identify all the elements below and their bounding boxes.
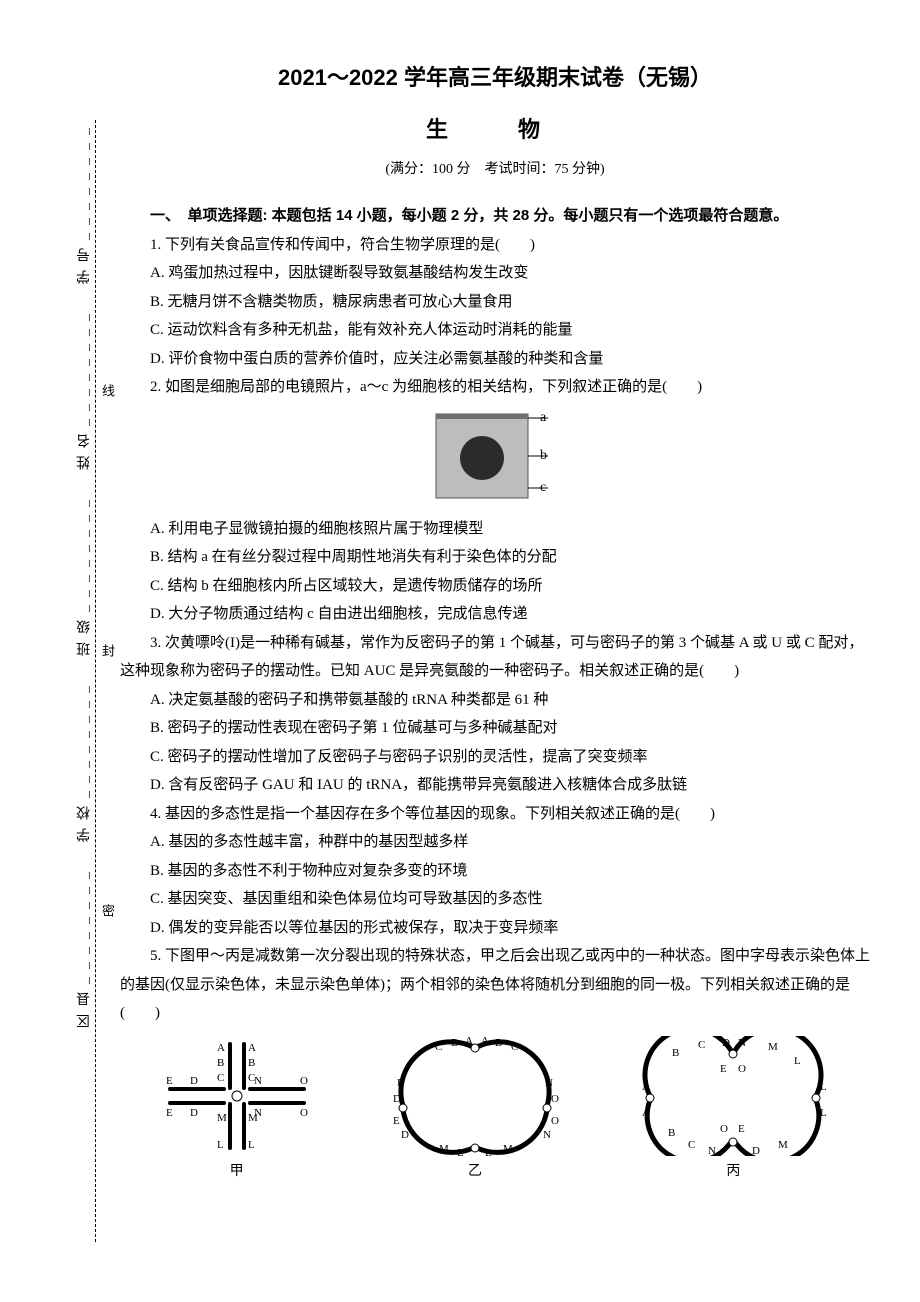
svg-text:O: O	[551, 1115, 559, 1127]
svg-text:A: A	[217, 1042, 225, 1054]
exam-meta: (满分：100 分 考试时间：75 分钟)	[120, 158, 870, 178]
q5-caption-3: 丙	[726, 1160, 740, 1180]
section-1-title: 一、 单项选择题: 本题包括 14 小题，每小题 2 分，共 28 分。每小题只…	[120, 202, 870, 231]
q4-a: A. 基因的多态性越丰富，种群中的基因型越多样	[120, 828, 870, 857]
q5-stem: 5. 下图甲～丙是减数第一次分裂出现的特殊状态，甲之后会出现乙或丙中的一种状态。…	[120, 942, 870, 1028]
svg-text:B: B	[217, 1057, 224, 1069]
svg-text:C: C	[698, 1039, 705, 1051]
q5-caption-1: 甲	[230, 1160, 244, 1180]
margin-fields: 区县________ 学校________ 班级________ 姓名_____…	[75, 120, 95, 1028]
q3-a: A. 决定氨基酸的密码子和携带氨基酸的 tRNA 种类都是 61 种	[120, 686, 870, 715]
q2-a: A. 利用电子显微镜拍摄的细胞核照片属于物理模型	[120, 515, 870, 544]
q2-b: B. 结构 a 在有丝分裂过程中周期性地消失有利于染色体的分配	[120, 543, 870, 572]
svg-text:C: C	[688, 1139, 695, 1151]
svg-text:M: M	[439, 1143, 449, 1155]
svg-text:D: D	[752, 1145, 760, 1156]
svg-text:E: E	[166, 1107, 173, 1119]
svg-text:B: B	[451, 1037, 458, 1049]
svg-text:O: O	[738, 1063, 746, 1075]
svg-text:L: L	[457, 1147, 464, 1156]
svg-text:A: A	[465, 1036, 473, 1047]
q4-stem: 4. 基因的多态性是指一个基因存在多个等位基因的现象。下列相关叙述正确的是( )	[120, 800, 870, 829]
q1-b: B. 无糖月饼不含糖类物质，糖尿病患者可放心大量食用	[120, 288, 870, 317]
subject-title: 生 物	[120, 112, 870, 144]
binding-margin: 区县________ 学校________ 班级________ 姓名_____…	[60, 120, 110, 1242]
q1-d: D. 评价食物中蛋白质的营养价值时，应关注必需氨基酸的种类和含量	[120, 345, 870, 374]
q2-stem: 2. 如图是细胞局部的电镜照片，a～c 为细胞核的相关结构，下列叙述正确的是( …	[120, 373, 870, 402]
svg-text:L: L	[820, 1107, 827, 1119]
seal-line	[95, 120, 96, 1242]
svg-text:C: C	[435, 1041, 442, 1053]
q2-label-b: b	[540, 448, 547, 464]
q3-c: C. 密码子的摆动性增加了反密码子与密码子识别的灵活性，提高了突变频率	[120, 743, 870, 772]
svg-text:B: B	[668, 1127, 675, 1139]
svg-text:N: N	[708, 1145, 716, 1156]
svg-text:O: O	[720, 1123, 728, 1135]
q4-b: B. 基因的多态性不利于物种应对复杂多变的环境	[120, 857, 870, 886]
svg-text:A: A	[481, 1036, 489, 1047]
q4-c: C. 基因突变、基因重组和染色体易位均可导致基因的多态性	[120, 885, 870, 914]
q1-stem: 1. 下列有关食品宣传和传闻中，符合生物学原理的是( )	[120, 231, 870, 260]
svg-text:M: M	[503, 1143, 513, 1155]
svg-text:B: B	[248, 1057, 255, 1069]
q2-figure: a b c	[120, 408, 870, 509]
svg-text:L: L	[794, 1055, 801, 1067]
svg-text:E: E	[720, 1063, 727, 1075]
svg-text:E: E	[738, 1123, 745, 1135]
q5-caption-2: 乙	[468, 1160, 482, 1180]
q3-b: B. 密码子的摆动性表现在密码子第 1 位碱基可与多种碱基配对	[120, 714, 870, 743]
q2-c: C. 结构 b 在细胞核内所占区域较大，是遗传物质储存的场所	[120, 572, 870, 601]
svg-text:N: N	[738, 1037, 746, 1049]
svg-text:O: O	[300, 1075, 308, 1087]
svg-text:C: C	[511, 1041, 518, 1053]
q3-stem: 3. 次黄嘌呤(I)是一种稀有碱基，常作为反密码子的第 1 个碱基，可与密码子的…	[120, 629, 870, 686]
svg-text:A: A	[642, 1081, 650, 1093]
seal-char-2: 封	[98, 640, 117, 661]
svg-text:L: L	[485, 1147, 492, 1156]
q2-label-c: c	[540, 480, 546, 496]
svg-text:E: E	[393, 1115, 400, 1127]
svg-text:O: O	[551, 1093, 559, 1105]
svg-text:B: B	[495, 1037, 502, 1049]
q1-a: A. 鸡蛋加热过程中，因肽键断裂导致氨基酸结构发生改变	[120, 259, 870, 288]
svg-text:A: A	[248, 1042, 256, 1054]
svg-text:D: D	[190, 1107, 198, 1119]
svg-text:D: D	[401, 1129, 409, 1141]
svg-text:L: L	[820, 1081, 827, 1093]
svg-text:M: M	[768, 1041, 778, 1053]
svg-text:D: D	[393, 1093, 401, 1105]
svg-text:M: M	[778, 1139, 788, 1151]
exam-title: 2021～2022 学年高三年级期末试卷（无锡）	[120, 60, 870, 92]
svg-text:C: C	[217, 1072, 224, 1084]
svg-text:N: N	[545, 1077, 553, 1089]
svg-text:D: D	[722, 1037, 730, 1049]
svg-text:M: M	[248, 1112, 258, 1124]
svg-text:N: N	[254, 1075, 262, 1087]
seal-char-3: 线	[98, 380, 117, 401]
svg-text:B: B	[672, 1047, 679, 1059]
svg-text:M: M	[217, 1112, 227, 1124]
q2-label-a: a	[540, 410, 546, 426]
q5-fig-1: AA BB CC ED ED NO NO MM LL 甲	[152, 1036, 322, 1180]
svg-text:L: L	[217, 1139, 224, 1151]
q1-c: C. 运动饮料含有多种无机盐，能有效补充人体运动时消耗的能量	[120, 316, 870, 345]
seal-char-1: 密	[98, 900, 117, 921]
svg-text:E: E	[166, 1075, 173, 1087]
svg-text:O: O	[300, 1107, 308, 1119]
svg-text:N: N	[543, 1129, 551, 1141]
svg-text:E: E	[397, 1077, 404, 1089]
svg-text:D: D	[190, 1075, 198, 1087]
q5-figure-row: AA BB CC ED ED NO NO MM LL 甲	[120, 1036, 870, 1180]
svg-text:A: A	[642, 1107, 650, 1119]
svg-text:L: L	[248, 1139, 255, 1151]
q5-fig-3: BC DN ML AL EO AL BOE CN DM 丙	[628, 1036, 838, 1180]
q3-d: D. 含有反密码子 GAU 和 IAU 的 tRNA，都能携带异亮氨酸进入核糖体…	[120, 771, 870, 800]
q2-d: D. 大分子物质通过结构 c 自由进出细胞核，完成信息传递	[120, 600, 870, 629]
q5-fig-2: CBA ABC EN DO EO DN ML LM 乙	[385, 1036, 565, 1180]
q4-d: D. 偶发的变异能否以等位基因的形式被保存，取决于变异频率	[120, 914, 870, 943]
